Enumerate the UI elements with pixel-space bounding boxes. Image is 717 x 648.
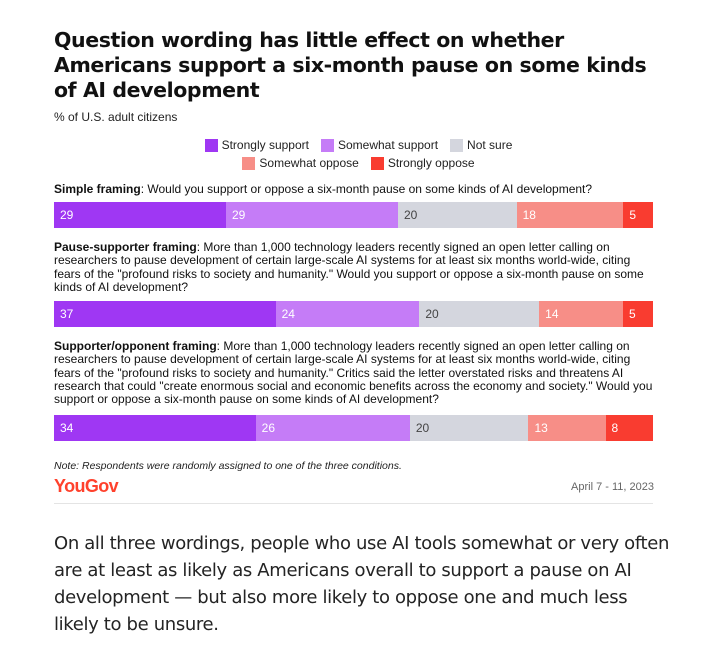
segment-strongly-support: 34 — [54, 415, 256, 441]
legend-label: Strongly support — [221, 138, 309, 152]
yougov-logo: YouGov — [54, 476, 119, 496]
chart-note: Note: Respondents were randomly assigned… — [54, 460, 402, 472]
segment-value-label: 20 — [415, 421, 430, 435]
segment-strongly-oppose: 8 — [605, 415, 653, 441]
segment-somewhat-support: 26 — [255, 415, 410, 441]
legend-row-2: Somewhat oppose Strongly oppose — [0, 156, 717, 170]
bar-supporter-opponent: 34 26 20 13 8 — [54, 415, 653, 441]
framing-text: : More than 1,000 technology leaders rec… — [54, 240, 644, 294]
question-simple: Simple framing: Would you support or opp… — [54, 182, 654, 196]
segment-value-label: 8 — [611, 421, 619, 435]
legend-item-strongly-oppose: Strongly oppose — [370, 156, 475, 170]
legend-swatch — [450, 138, 464, 152]
bar-simple: 29 29 20 18 5 — [54, 202, 653, 228]
segment-value-label: 5 — [629, 307, 636, 321]
framing-label: Supporter/opponent framing — [54, 339, 217, 353]
chart-title: Question wording has little effect on wh… — [54, 28, 647, 102]
segment-somewhat-oppose: 18 — [516, 202, 624, 228]
segment-value-label: 26 — [261, 421, 275, 435]
legend-swatch — [204, 138, 218, 152]
divider — [54, 503, 653, 504]
segment-value-label: 18 — [522, 208, 536, 222]
legend-item-not-sure: Not sure — [450, 138, 512, 152]
segment-value-label: 14 — [545, 307, 559, 321]
legend-item-strongly-support: Strongly support — [204, 138, 309, 152]
legend-swatch — [370, 156, 384, 170]
segment-value-label: 5 — [629, 208, 637, 222]
legend-label: Somewhat support — [337, 138, 439, 152]
segment-not-sure: 20 — [419, 301, 540, 327]
framing-label: Pause-supporter framing — [54, 240, 197, 254]
segment-strongly-support: 29 — [54, 202, 226, 228]
segment-value-label: 20 — [403, 208, 418, 222]
legend-label: Strongly oppose — [387, 156, 475, 170]
article-paragraph: On all three wordings, people who use AI… — [54, 533, 670, 635]
survey-date: April 7 - 11, 2023 — [571, 481, 654, 493]
legend-item-somewhat-support: Somewhat support — [320, 138, 439, 152]
chart-subtitle: % of U.S. adult citizens — [54, 110, 178, 124]
legend-swatch — [242, 156, 256, 170]
segment-value-label: 24 — [281, 307, 295, 321]
question-pause-supporter: Pause-supporter framing: More than 1,000… — [54, 240, 654, 294]
question-supporter-opponent: Supporter/opponent framing: More than 1,… — [54, 339, 654, 407]
segment-value-label: 13 — [534, 421, 548, 435]
legend-item-somewhat-oppose: Somewhat oppose — [242, 156, 359, 170]
segment-value-label: 37 — [60, 307, 74, 321]
segment-value-label: 20 — [425, 307, 439, 321]
segment-somewhat-oppose: 14 — [539, 301, 624, 327]
segment-strongly-support: 37 — [54, 301, 276, 327]
segment-somewhat-support: 24 — [275, 301, 420, 327]
segment-strongly-oppose: 5 — [623, 301, 653, 327]
segment-somewhat-support: 29 — [225, 202, 398, 228]
legend-swatch — [320, 138, 334, 152]
segment-not-sure: 20 — [409, 415, 529, 441]
segment-value-label: 29 — [60, 208, 74, 222]
framing-label: Simple framing — [54, 182, 141, 196]
segment-value-label: 34 — [60, 421, 74, 435]
bar-pause-supporter: 37 24 20 14 5 — [54, 301, 653, 327]
segment-strongly-oppose: 5 — [623, 202, 653, 228]
segment-not-sure: 20 — [397, 202, 517, 228]
segment-somewhat-oppose: 13 — [528, 415, 606, 441]
legend-row-1: Strongly support Somewhat support Not su… — [0, 138, 717, 152]
framing-text: : More than 1,000 technology leaders rec… — [54, 339, 653, 407]
legend-label: Somewhat oppose — [259, 156, 359, 170]
framing-text: : Would you support or oppose a six-mont… — [140, 182, 593, 196]
segment-value-label: 29 — [231, 208, 246, 222]
legend-label: Not sure — [467, 138, 513, 152]
